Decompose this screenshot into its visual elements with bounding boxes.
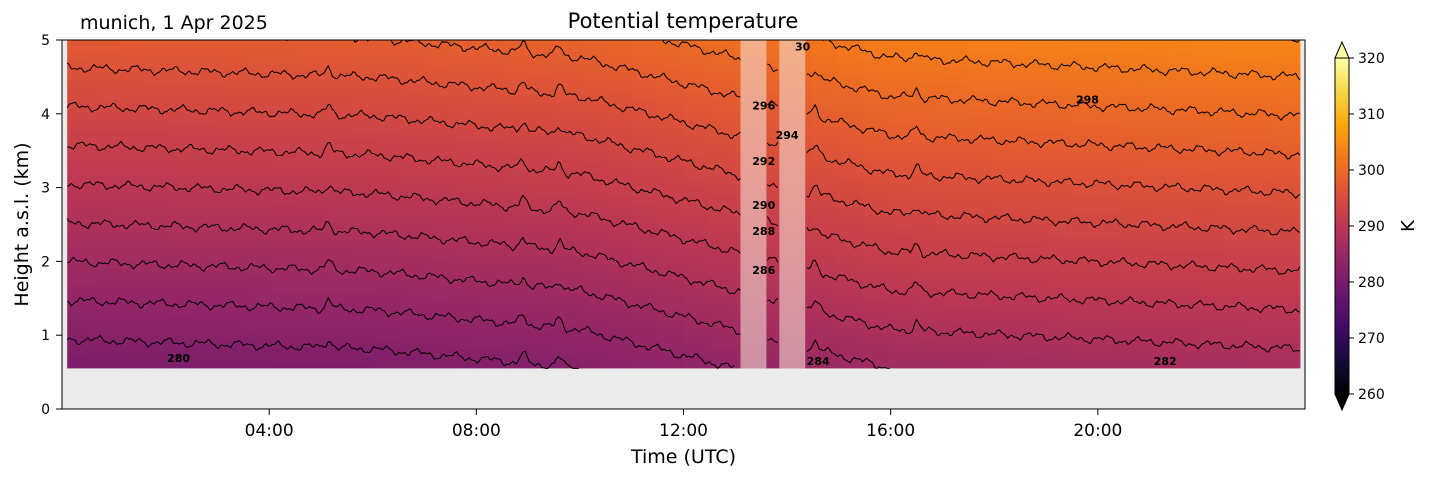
chart-title: Potential temperature	[567, 9, 799, 33]
colorbar-tick-label: 270	[1358, 331, 1385, 347]
contour-lines	[66, 40, 1301, 370]
heatmap-cell	[991, 40, 1018, 369]
heatmap-cell	[221, 40, 248, 369]
heatmap-cell	[606, 40, 633, 369]
contour-label: 30	[795, 40, 811, 53]
contour-label: 294	[776, 129, 799, 142]
heatmap-field	[67, 40, 1301, 369]
heatmap-cell	[683, 40, 710, 369]
heatmap-cell	[323, 40, 351, 369]
heatmap-cell	[144, 40, 171, 369]
colorbar-tick-label: 280	[1358, 275, 1385, 291]
y-tick-label: 1	[41, 328, 50, 344]
heatmap-cell	[965, 40, 993, 369]
contour-label: 280	[167, 352, 190, 365]
heatmap-cell	[246, 40, 274, 369]
missing-data-gap	[740, 40, 767, 369]
heatmap-cell	[298, 40, 325, 369]
colorbar-tick-label: 310	[1358, 107, 1385, 123]
heatmap-cell	[632, 40, 659, 369]
missing-data-gap	[779, 40, 806, 369]
contour-line	[66, 296, 735, 370]
heatmap-cell	[940, 40, 967, 369]
contour-label: 288	[752, 225, 775, 238]
colorbar-tick-label: 260	[1358, 387, 1385, 403]
heatmap-cell	[1274, 40, 1301, 369]
x-tick-label: 20:00	[1073, 421, 1122, 441]
heatmap-cell	[272, 40, 299, 369]
heatmap-cell	[709, 40, 736, 369]
y-tick-label: 4	[41, 107, 50, 123]
heatmap-cell	[67, 40, 94, 369]
y-axis-label: Height a.s.l. (km)	[11, 142, 33, 306]
heatmap-cell	[195, 40, 222, 369]
heatmap-cell	[1222, 40, 1250, 369]
heatmap-cell	[169, 40, 197, 369]
contour-line	[67, 140, 1301, 275]
x-axis-label: Time (UTC)	[630, 446, 736, 468]
heatmap-cell	[375, 40, 402, 369]
heatmap-cell	[888, 40, 916, 369]
x-tick-label: 16:00	[866, 421, 915, 441]
contour-line	[661, 40, 1300, 121]
x-tick-label: 12:00	[659, 421, 708, 441]
heatmap-cell	[1094, 40, 1121, 369]
colorbar-extend-max	[1334, 40, 1350, 59]
contour-line	[66, 101, 1301, 236]
y-tick-label: 2	[41, 254, 50, 270]
contour-line	[67, 256, 890, 369]
contour-label: 298	[1076, 94, 1099, 107]
colorbar-tick-label: 300	[1358, 163, 1385, 179]
colorbar-body	[1335, 58, 1349, 394]
contour-label: 286	[752, 264, 775, 277]
y-tick-label: 3	[41, 181, 50, 197]
heatmap-cell	[92, 40, 120, 369]
contour-label: 284	[807, 355, 830, 368]
colorbar: 260 270 280 290 300 310 320 K	[1334, 40, 1419, 412]
colorbar-tick-label: 290	[1358, 219, 1385, 235]
heatmap-cell	[657, 40, 685, 369]
colorbar-label: K	[1398, 219, 1419, 232]
x-tick-label: 08:00	[452, 421, 501, 441]
y-tick-label: 5	[41, 33, 50, 49]
heatmap-cell	[401, 40, 428, 369]
contour-label: 290	[752, 199, 775, 212]
contour-line	[67, 180, 1300, 314]
heatmap-cell	[503, 40, 531, 369]
contour-line	[66, 62, 1301, 200]
heatmap-cell	[118, 40, 145, 369]
heatmap-cell	[914, 40, 941, 369]
heatmap-cell	[1120, 40, 1147, 369]
heatmap-cell	[580, 40, 608, 369]
axes: 04:00 08:00 12:00 16:00 20:00 0 1 2 3 4 5 Time (UTC…	[11, 33, 1306, 468]
heatmap-cell	[1197, 40, 1224, 369]
contour-line	[66, 334, 579, 369]
heatmap-cell	[555, 40, 582, 369]
heatmap-cell	[452, 40, 479, 369]
contour-line	[284, 40, 1301, 160]
heatmap-cell	[1068, 40, 1095, 369]
colorbar-extend-min	[1334, 393, 1350, 412]
chart-subtitle: munich, 1 Apr 2025	[80, 12, 268, 34]
contour-label: 296	[752, 99, 775, 112]
heatmap-cell	[811, 40, 839, 369]
heatmap-cell	[1043, 40, 1070, 369]
heatmap-cell	[1248, 40, 1275, 369]
contour-label: 282	[1154, 355, 1177, 368]
colorbar-tick-label: 320	[1358, 51, 1385, 67]
heatmap-cell	[349, 40, 376, 369]
contour-line	[66, 218, 1300, 353]
heatmap-cell	[1171, 40, 1198, 369]
heatmap-cell	[426, 40, 453, 369]
heatmap-cell	[1145, 40, 1173, 369]
heatmap-cell	[1017, 40, 1044, 369]
y-tick-label: 0	[41, 402, 50, 418]
contour-label: 292	[752, 155, 775, 168]
x-tick-label: 04:00	[245, 421, 294, 441]
